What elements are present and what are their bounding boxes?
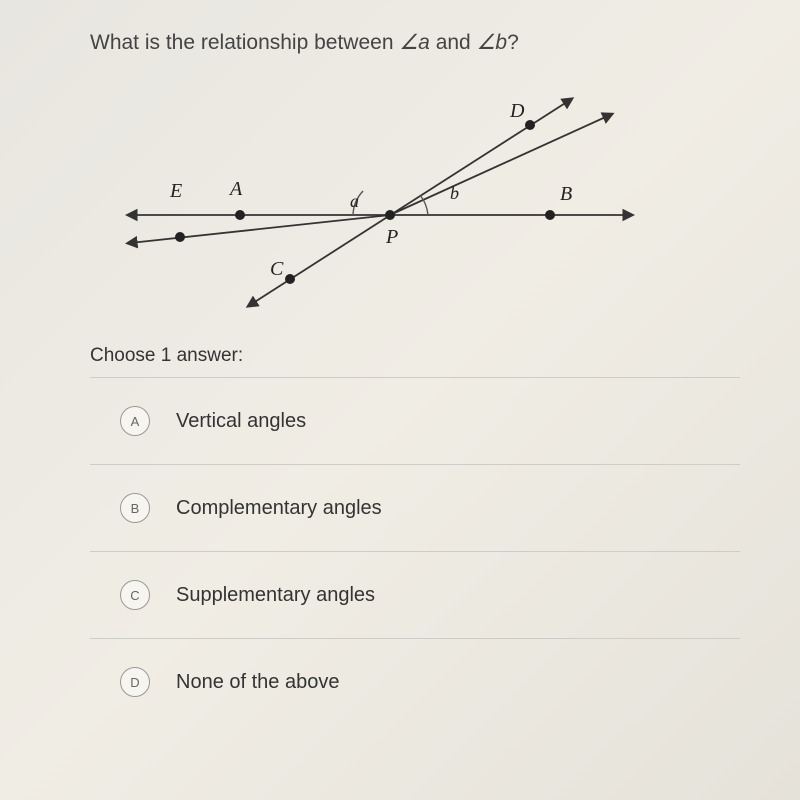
option-c[interactable]: C Supplementary angles (90, 551, 740, 638)
svg-text:b: b (450, 183, 459, 203)
option-label: Supplementary angles (176, 584, 375, 607)
question-text: What is the relationship between ∠a and … (90, 30, 740, 55)
svg-text:E: E (169, 180, 182, 202)
option-label: Complementary angles (176, 497, 382, 520)
option-radio-d[interactable]: D (120, 667, 150, 697)
option-label: Vertical angles (176, 410, 306, 433)
option-label: None of the above (176, 671, 339, 694)
svg-text:P: P (385, 226, 398, 248)
option-radio-a[interactable]: A (120, 406, 150, 436)
option-radio-c[interactable]: C (120, 580, 150, 610)
option-d[interactable]: D None of the above (90, 638, 740, 725)
geometry-diagram: P A B C D Ea b (90, 65, 650, 325)
option-radio-b[interactable]: B (120, 493, 150, 523)
svg-text:a: a (350, 191, 359, 211)
svg-text:D: D (509, 100, 525, 122)
choose-label: Choose 1 answer: (90, 345, 740, 367)
option-b[interactable]: B Complementary angles (90, 464, 740, 551)
option-a[interactable]: A Vertical angles (90, 377, 740, 464)
svg-text:C: C (270, 258, 284, 280)
svg-text:A: A (228, 178, 243, 200)
svg-text:B: B (560, 183, 572, 205)
